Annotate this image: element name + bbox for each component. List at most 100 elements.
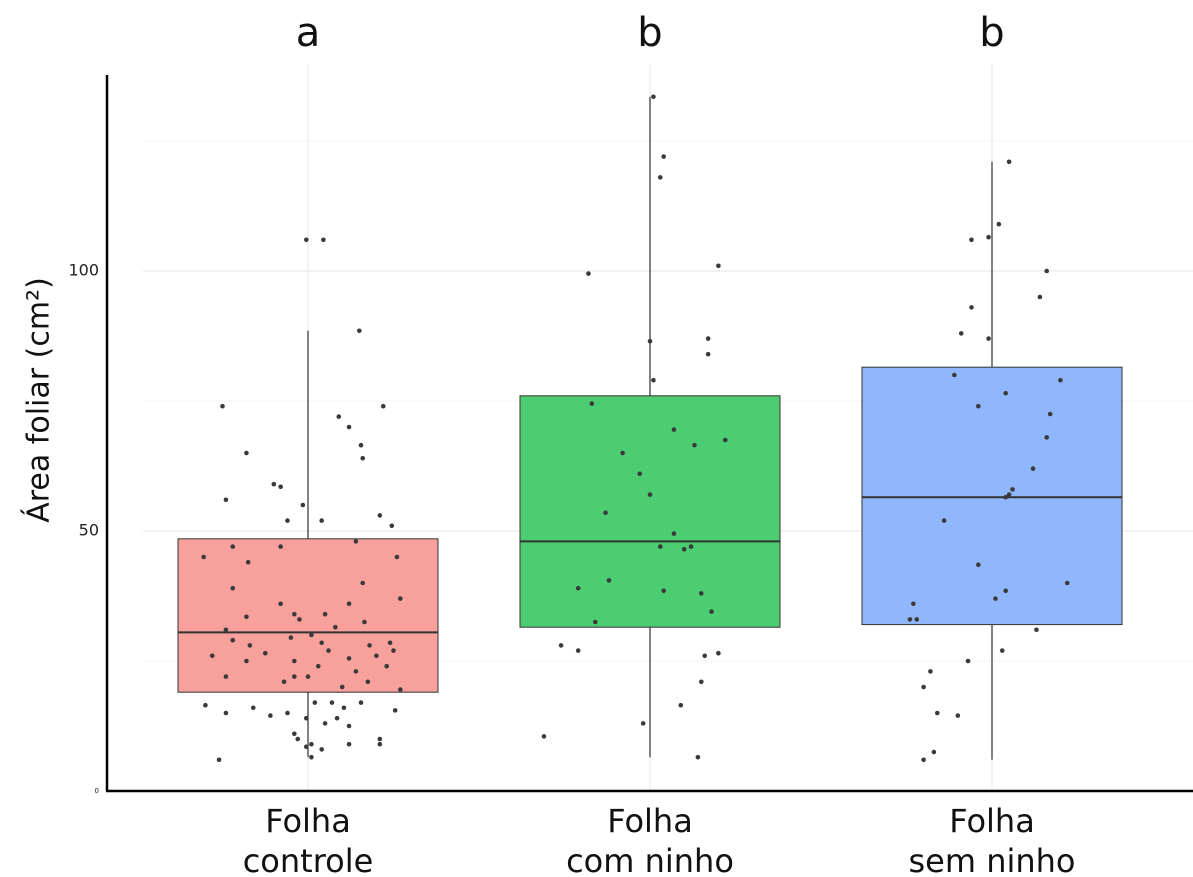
data-point [999,648,1005,653]
data-point [326,648,331,653]
data-point [541,734,547,739]
data-point [1030,466,1036,471]
data-point [247,643,253,648]
data-point [993,596,998,601]
data-point [661,154,666,159]
data-point [309,741,314,747]
data-point [380,403,386,409]
data-point [1064,580,1070,586]
data-point [575,585,581,591]
data-point [341,705,347,711]
data-point [292,611,297,617]
data-point [346,656,352,661]
data-point [339,684,345,690]
data-point [640,721,646,726]
data-point [346,723,352,729]
data-point [657,544,663,549]
data-point [360,455,366,461]
data-point [391,648,396,653]
data-point [620,450,625,456]
data-point [377,736,383,742]
data-point [603,510,608,516]
data-point [651,94,656,100]
group-letter-folha-com-ninho: b [637,10,662,56]
data-point [230,544,236,549]
data-point [389,523,395,529]
data-point [278,484,283,490]
data-point [315,663,321,669]
data-point [321,237,326,243]
data-point [346,741,352,747]
x-tick-label-line: Folha [949,802,1035,840]
data-point [309,632,314,638]
data-point [278,601,283,607]
data-point [394,554,400,560]
data-point [921,684,926,690]
data-point [230,585,236,591]
data-point [1003,390,1008,396]
data-point [1047,411,1053,417]
data-point [362,619,367,625]
axis-layer [105,75,1193,793]
data-point [216,757,222,763]
data-point [295,736,301,742]
data-point [353,669,359,674]
data-point [1044,268,1050,274]
data-point [1010,487,1015,492]
data-point [647,338,653,344]
data-point [657,175,663,180]
data-point [558,643,564,648]
data-point [931,749,937,755]
data-point [353,539,359,544]
data-point [244,658,249,664]
data-point [384,663,389,669]
data-point [1003,588,1008,594]
x-tick-label-line: sem ninho [908,842,1075,877]
data-point [986,336,991,341]
data-point [637,471,643,477]
data-point [911,601,916,607]
box-folha-com-ninho [519,395,781,628]
data-point [934,710,940,716]
data-point [322,611,328,617]
data-point [358,700,364,705]
data-point [377,741,383,747]
data-point [1037,294,1043,300]
y-tick-label-100: 100 [68,261,99,280]
data-point [392,708,398,713]
data-point [292,731,297,737]
x-tick-label-line: controle [243,842,374,877]
data-point [292,658,297,664]
data-point [357,328,362,334]
data-point [244,614,249,620]
data-point [965,658,971,664]
data-point [365,679,371,685]
data-point [367,643,372,648]
data-point [969,237,974,243]
data-point [319,747,324,752]
data-point [285,710,290,716]
data-point [716,650,721,656]
data-point [692,442,697,448]
data-point [996,221,1002,227]
data-point [606,578,612,583]
data-point [716,263,721,269]
data-point [288,635,294,640]
data-point [921,757,926,763]
data-point [952,372,957,378]
y-tick-label-50: 50 [79,521,99,540]
data-point [336,414,342,419]
data-point [705,336,711,341]
data-point [245,559,251,565]
data-point [262,650,268,656]
x-tick-label-line: Folha [265,802,351,840]
data-point [203,702,208,708]
data-point [661,588,666,594]
data-point [958,331,964,336]
data-point [681,546,687,552]
data-point [699,679,704,685]
data-point [907,617,913,622]
box-folha-controle [177,538,439,693]
data-point [699,591,704,596]
